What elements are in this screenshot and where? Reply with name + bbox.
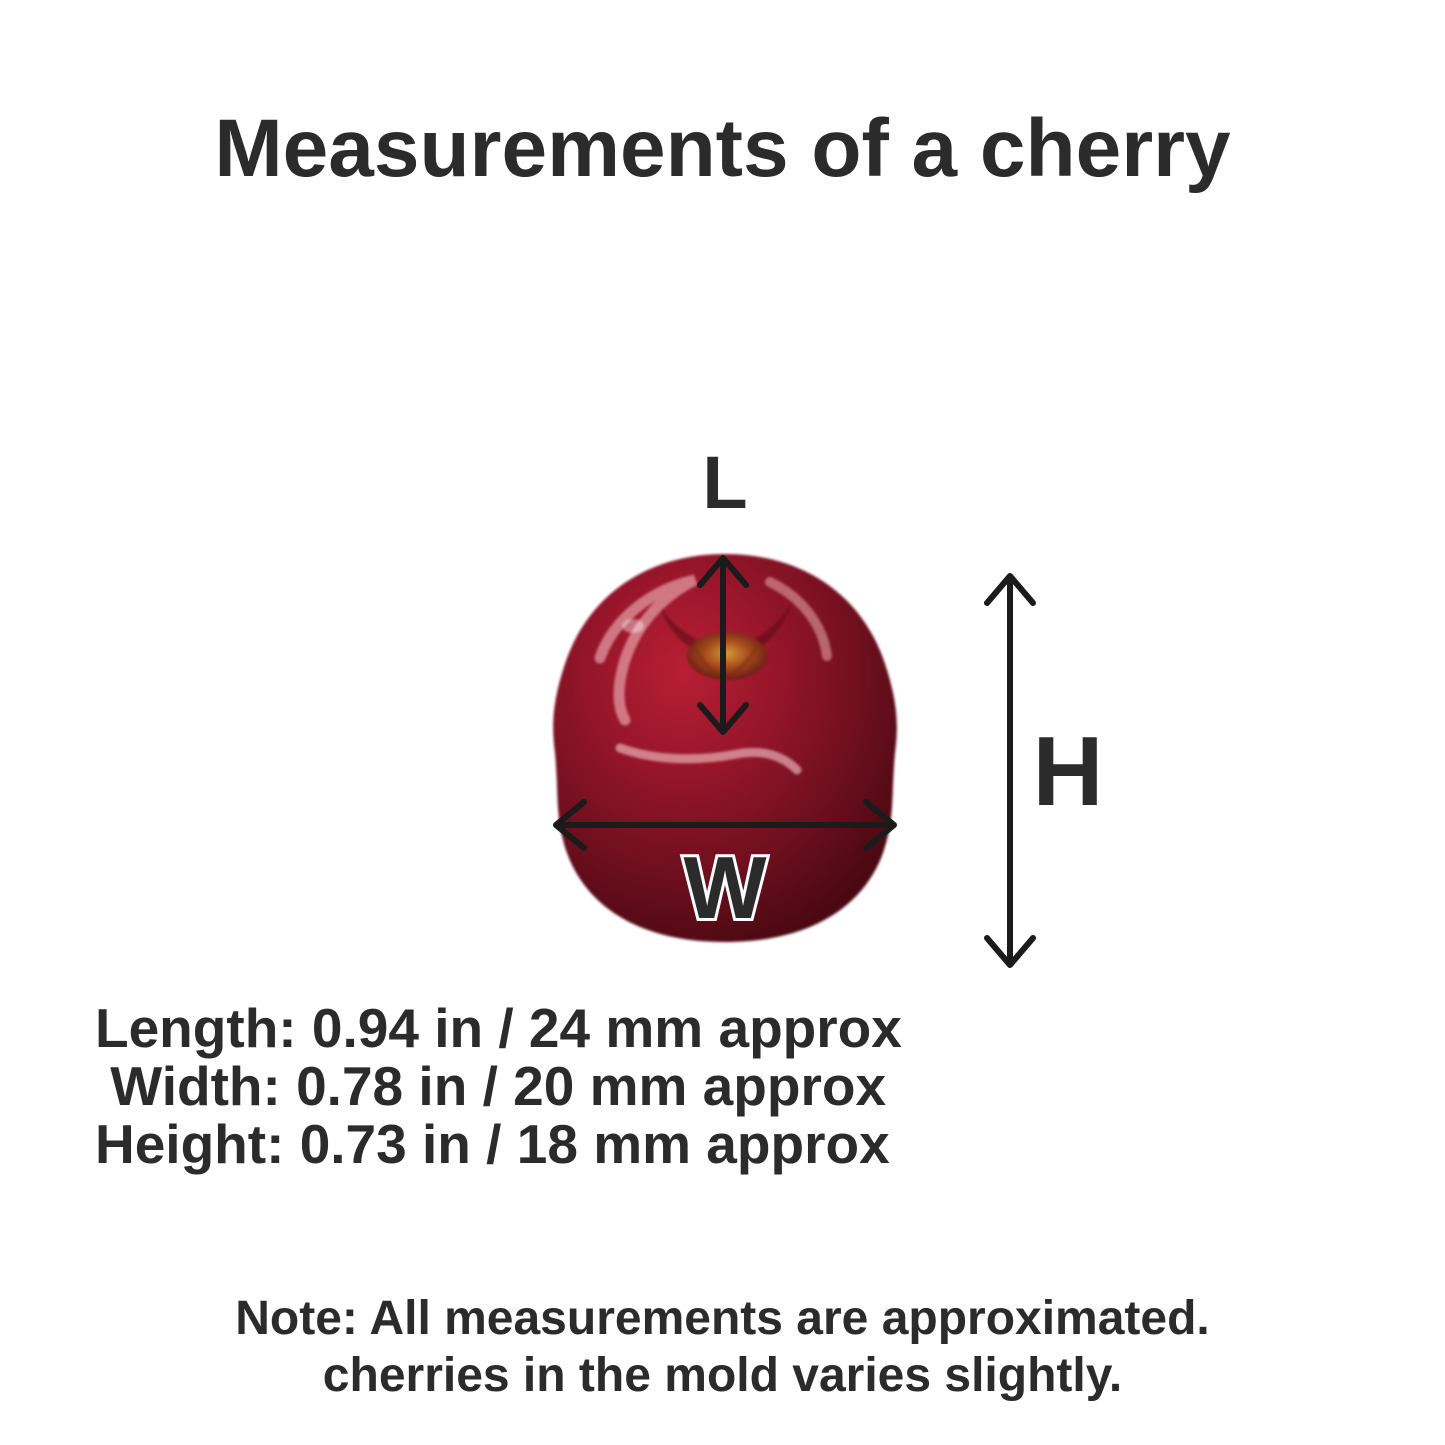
svg-text:H: H	[1033, 716, 1104, 826]
svg-text:L: L	[702, 441, 747, 524]
svg-text:W: W	[683, 838, 766, 937]
